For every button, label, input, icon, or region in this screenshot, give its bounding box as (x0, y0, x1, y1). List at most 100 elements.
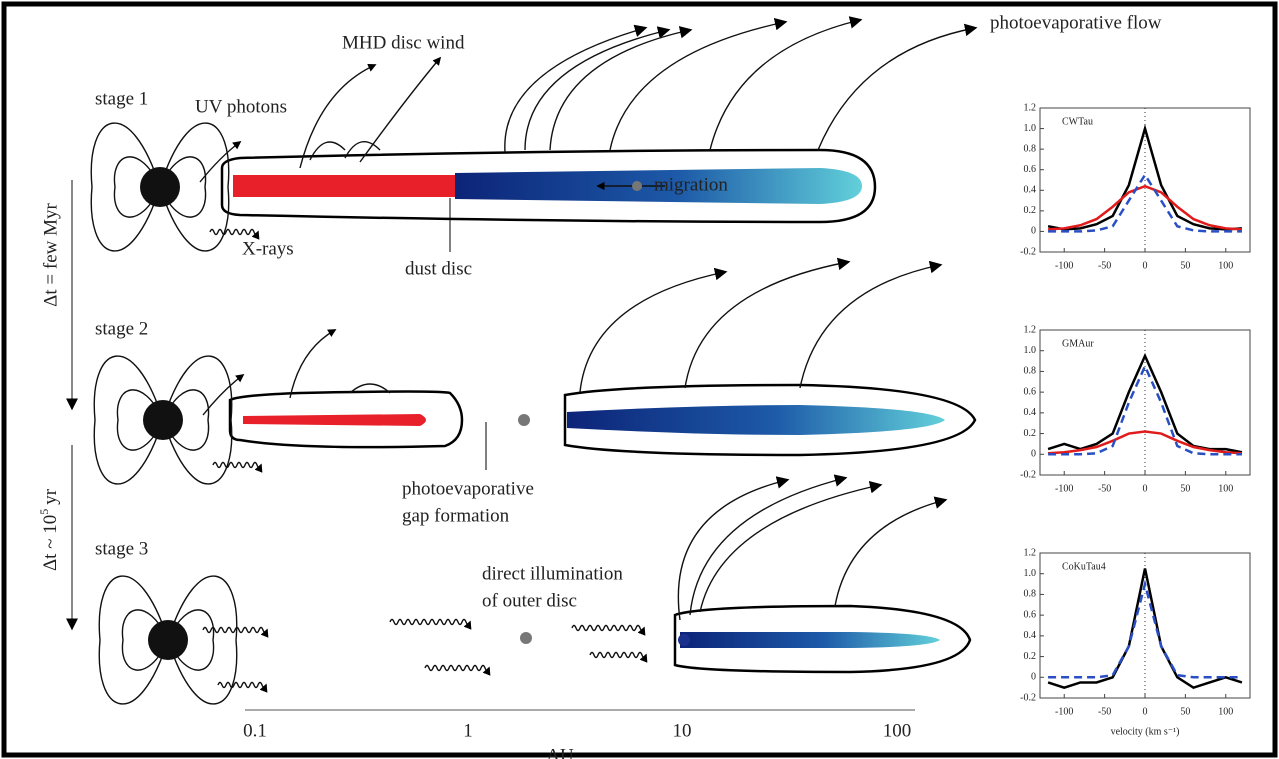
x-tick-label: -50 (1098, 260, 1111, 271)
timescale: Δt ~ 105 yr (37, 488, 62, 571)
y-tick-label: 0.4 (1024, 185, 1037, 196)
panel-name: GMAur (1062, 338, 1094, 349)
timescale-unit: yr (40, 488, 61, 505)
flow-arrow (300, 65, 375, 168)
y-tick-label: -0.2 (1020, 692, 1036, 703)
x-tick-label: 50 (1180, 706, 1190, 717)
gas-disc (680, 632, 940, 648)
y-tick-label: 1.0 (1024, 568, 1037, 579)
diagram: stage 1 stage 2 stage 3 UV photons MHD d… (0, 0, 1279, 759)
au-axis-label: AU (546, 745, 574, 759)
flow-arrow (835, 500, 945, 606)
au-tick-label: 0.1 (243, 720, 267, 741)
x-ray (425, 666, 489, 671)
y-tick-label: 0.8 (1024, 143, 1037, 154)
y-tick-label: 1.0 (1024, 345, 1037, 356)
y-tick-label: 0.2 (1024, 205, 1037, 216)
y-tick-label: 0.8 (1024, 589, 1037, 600)
label: X-rays (242, 238, 294, 259)
x-tick-label: -100 (1055, 483, 1073, 494)
star (143, 400, 183, 440)
y-tick-label: 0 (1031, 672, 1036, 683)
inner-edge (678, 634, 690, 646)
x-axis-label: velocity (km s⁻¹) (1111, 726, 1180, 737)
y-tick-label: 0.2 (1024, 651, 1037, 662)
y-tick-label: 1.0 (1024, 123, 1037, 134)
flow-arrows (290, 20, 975, 620)
panel-name: CWTau (1062, 116, 1093, 127)
timescale-exponent: 5 (37, 509, 51, 515)
flow-arrow (710, 20, 860, 150)
label: MHD disc wind (342, 32, 465, 53)
y-tick-label: 1.2 (1024, 547, 1037, 558)
planet (520, 632, 532, 644)
x-ray (203, 628, 267, 633)
label: of outer disc (482, 590, 577, 611)
flow-arrow (610, 22, 785, 150)
label: photoevaporative flow (990, 12, 1162, 33)
x-tick-label: -50 (1098, 483, 1111, 494)
dust-disc (233, 175, 455, 197)
timescale-base: Δt ~ 10 (40, 515, 61, 571)
y-tick-label: 0.6 (1024, 609, 1037, 620)
x-ray (572, 626, 644, 631)
dust-disc (243, 414, 426, 426)
y-tick-label: 0.6 (1024, 164, 1037, 175)
line-profile-plot: -0.2 0 0.2 0.4 0.6 0.8 1.0 1.2 -100 -50 0 50 100 CWTa… (1020, 102, 1250, 271)
stage-label: stage 2 (95, 318, 148, 339)
line-profile-plot: -0.2 0 0.2 0.4 0.6 0.8 1.0 1.2 -100 -50 0 50 100 CoKu… (1020, 547, 1250, 737)
x-tick-label: -50 (1098, 706, 1111, 717)
x-ray (390, 620, 470, 625)
planet (632, 181, 642, 191)
y-tick-label: 0 (1031, 449, 1036, 460)
stage-label: stage 3 (95, 538, 148, 559)
y-tick-label: 1.2 (1024, 102, 1037, 113)
label: UV photons (195, 96, 287, 117)
x-tick-label: -100 (1055, 260, 1073, 271)
label: gap formation (402, 505, 510, 526)
au-tick-label: 100 (883, 720, 912, 741)
y-tick-label: 0.2 (1024, 428, 1037, 439)
x-ray (210, 230, 258, 235)
flow-arrow (818, 28, 975, 150)
label: photoevaporative (402, 478, 534, 499)
y-tick-label: 0.4 (1024, 630, 1037, 641)
stage-label: stage 1 (95, 88, 148, 109)
flow-arrow (290, 330, 335, 398)
gas-disc (567, 405, 945, 435)
panel-name: CoKuTau4 (1062, 561, 1106, 572)
flow-arrow (800, 265, 940, 388)
x-tick-label: 100 (1218, 260, 1233, 271)
line-profile-plot: -0.200.20.40.60.81.01.2-100-50050100GMAu… (1020, 324, 1250, 494)
star (148, 620, 188, 660)
flow-arrow (550, 30, 690, 150)
flow-arrow (525, 30, 668, 150)
star (140, 167, 180, 207)
y-tick-label: 0.8 (1024, 366, 1037, 377)
y-tick-label: -0.2 (1020, 246, 1036, 257)
x-ray (590, 653, 646, 658)
au-tick-label: 1 (463, 720, 473, 741)
y-tick-label: 0 (1031, 226, 1036, 237)
x-ray (213, 463, 261, 468)
x-tick-label: 0 (1143, 706, 1148, 717)
au-tick-label: 10 (673, 720, 692, 741)
label: direct illumination (482, 563, 623, 584)
y-tick-label: 0.4 (1024, 407, 1037, 418)
x-tick-label: 50 (1180, 483, 1190, 494)
x-tick-label: -100 (1055, 706, 1073, 717)
x-tick-label: 0 (1143, 483, 1148, 494)
flow-arrow (678, 480, 787, 620)
flow-arrow (580, 272, 725, 392)
planet (518, 414, 530, 426)
flow-arrow (690, 478, 845, 615)
x-tick-label: 100 (1218, 483, 1233, 494)
x-tick-label: 50 (1180, 260, 1190, 271)
label: dust disc (405, 258, 472, 279)
x-tick-label: 0 (1143, 260, 1148, 271)
x-tick-label: 100 (1218, 706, 1233, 717)
x-ray (218, 683, 266, 688)
flow-arrow (685, 262, 848, 388)
y-tick-label: -0.2 (1020, 469, 1036, 480)
y-tick-label: 0.6 (1024, 386, 1037, 397)
